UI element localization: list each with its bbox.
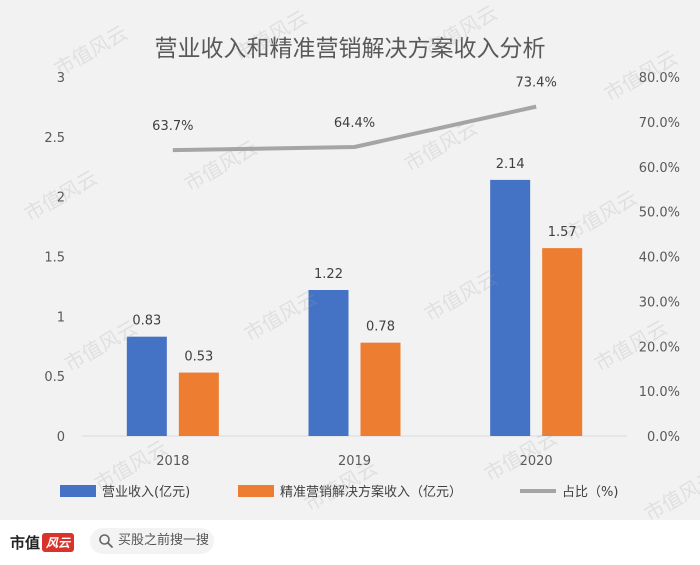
bar <box>126 336 167 436</box>
x-tick-label: 2018 <box>156 454 189 469</box>
left-tick-label: 3 <box>57 71 65 86</box>
right-tick-label: 20.0% <box>639 340 680 355</box>
legend-label: 营业收入(亿元) <box>102 485 190 500</box>
legend-swatch <box>238 485 274 497</box>
line-value-label: 63.7% <box>152 119 193 134</box>
brand-logo[interactable]: 市值 风云 <box>10 532 75 553</box>
bar <box>360 342 401 436</box>
x-tick-label: 2019 <box>338 454 371 469</box>
left-tick-label: 0.5 <box>44 370 65 385</box>
left-tick-label: 1.5 <box>44 251 65 266</box>
search-icon <box>99 534 113 548</box>
bar <box>542 248 583 436</box>
bar <box>308 290 349 436</box>
x-tick-label: 2020 <box>520 454 553 469</box>
bar <box>178 372 219 436</box>
right-tick-label: 0.0% <box>647 430 680 445</box>
bar-value-label: 0.53 <box>184 350 213 365</box>
footer: 市值 风云 买股之前搜一搜 <box>0 520 700 565</box>
right-tick-label: 70.0% <box>639 116 680 131</box>
left-tick-label: 0 <box>57 430 65 445</box>
right-tick-label: 80.0% <box>639 71 680 86</box>
chart-svg: 营业收入和精准营销解决方案收入分析 0 0.5 1 1.5 2 2.5 3 0.0% 10.0… <box>44 36 680 500</box>
bar-value-label: 1.22 <box>314 267 343 282</box>
right-tick-label: 40.0% <box>639 251 680 266</box>
left-axis-ticks: 0 0.5 1 1.5 2 2.5 3 <box>44 71 65 445</box>
bar-value-label: 1.57 <box>548 225 577 240</box>
line-series <box>172 104 537 153</box>
right-axis-ticks: 0.0% 10.0% 20.0% 30.0% 40.0% 50.0% 60.0% 70.0% 8… <box>639 71 680 445</box>
brand-tag: 风云 <box>42 533 75 552</box>
legend-label: 占比（%) <box>562 485 618 500</box>
right-tick-label: 30.0% <box>639 295 680 310</box>
left-tick-label: 2.5 <box>44 131 65 146</box>
bar <box>490 179 531 436</box>
search-box[interactable]: 买股之前搜一搜 <box>90 528 214 554</box>
search-text: 买股之前搜一搜 <box>118 533 210 548</box>
bar-value-label: 0.78 <box>366 320 395 335</box>
legend-swatch <box>60 485 96 497</box>
line-value-label: 64.4% <box>334 116 375 131</box>
chart-panel: 营业收入和精准营销解决方案收入分析 0 0.5 1 1.5 2 2.5 3 0.0% 10.0… <box>0 0 700 520</box>
chart-title: 营业收入和精准营销解决方案收入分析 <box>155 36 546 62</box>
bar-value-label: 0.83 <box>132 314 161 329</box>
left-tick-label: 1 <box>57 310 65 325</box>
bar-value-label: 2.14 <box>496 157 525 172</box>
right-tick-label: 50.0% <box>639 206 680 221</box>
bars <box>126 179 583 436</box>
right-tick-label: 10.0% <box>639 385 680 400</box>
line-value-label: 73.4% <box>516 76 557 91</box>
legend: 营业收入(亿元) 精准营销解决方案收入（亿元） 占比（%) <box>60 484 618 500</box>
right-tick-label: 60.0% <box>639 161 680 176</box>
brand-name: 市值 <box>10 534 41 552</box>
left-tick-label: 2 <box>57 191 65 206</box>
x-axis-ticks: 2018 2019 2020 <box>156 454 552 469</box>
legend-label: 精准营销解决方案收入（亿元） <box>280 484 462 500</box>
data-labels: 0.83 0.53 1.22 0.78 2.14 1.57 63.7% 64.4% 73.4% <box>132 76 576 365</box>
